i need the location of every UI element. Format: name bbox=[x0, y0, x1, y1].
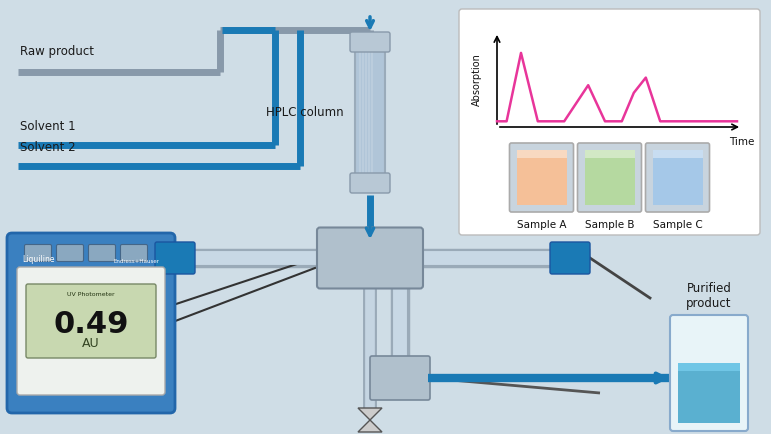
Bar bbox=[362, 42, 364, 183]
Bar bbox=[584, 150, 635, 205]
Text: AU: AU bbox=[82, 337, 99, 350]
Text: Solvent 1: Solvent 1 bbox=[20, 120, 76, 133]
Polygon shape bbox=[358, 420, 382, 432]
FancyBboxPatch shape bbox=[56, 244, 83, 262]
Text: HPLC column: HPLC column bbox=[266, 106, 344, 119]
Bar bbox=[652, 150, 702, 158]
FancyBboxPatch shape bbox=[670, 315, 748, 431]
FancyBboxPatch shape bbox=[17, 267, 165, 395]
FancyBboxPatch shape bbox=[7, 233, 175, 413]
FancyBboxPatch shape bbox=[645, 143, 709, 212]
Text: Solvent 2: Solvent 2 bbox=[20, 141, 76, 154]
Text: Sample C: Sample C bbox=[652, 220, 702, 230]
Text: Endress+Hauser: Endress+Hauser bbox=[114, 259, 160, 264]
FancyBboxPatch shape bbox=[317, 227, 423, 289]
FancyBboxPatch shape bbox=[510, 143, 574, 212]
Text: Purified
product: Purified product bbox=[686, 282, 732, 310]
Bar bbox=[359, 42, 361, 183]
FancyBboxPatch shape bbox=[350, 32, 390, 52]
Text: UV Photometer: UV Photometer bbox=[67, 292, 115, 297]
Bar bbox=[678, 363, 740, 371]
Bar bbox=[678, 363, 740, 423]
Bar bbox=[517, 150, 567, 158]
FancyBboxPatch shape bbox=[155, 242, 195, 274]
Bar bbox=[517, 150, 567, 205]
Text: Raw product: Raw product bbox=[20, 45, 94, 58]
FancyBboxPatch shape bbox=[355, 38, 385, 187]
Bar bbox=[365, 42, 367, 183]
Text: Liquiline: Liquiline bbox=[22, 255, 55, 264]
Polygon shape bbox=[358, 408, 382, 420]
Text: Absorption: Absorption bbox=[472, 53, 482, 106]
Text: Time: Time bbox=[729, 137, 755, 147]
Bar bbox=[371, 42, 373, 183]
FancyBboxPatch shape bbox=[89, 244, 116, 262]
FancyBboxPatch shape bbox=[550, 242, 590, 274]
Text: 0.49: 0.49 bbox=[53, 310, 129, 339]
FancyBboxPatch shape bbox=[25, 244, 52, 262]
Text: Sample A: Sample A bbox=[517, 220, 566, 230]
FancyBboxPatch shape bbox=[120, 244, 147, 262]
Bar bbox=[584, 150, 635, 158]
FancyBboxPatch shape bbox=[26, 284, 156, 358]
FancyBboxPatch shape bbox=[370, 356, 430, 400]
FancyBboxPatch shape bbox=[459, 9, 760, 235]
Bar bbox=[368, 42, 370, 183]
FancyBboxPatch shape bbox=[350, 173, 390, 193]
Text: Sample B: Sample B bbox=[584, 220, 635, 230]
FancyBboxPatch shape bbox=[577, 143, 641, 212]
Bar bbox=[652, 150, 702, 205]
